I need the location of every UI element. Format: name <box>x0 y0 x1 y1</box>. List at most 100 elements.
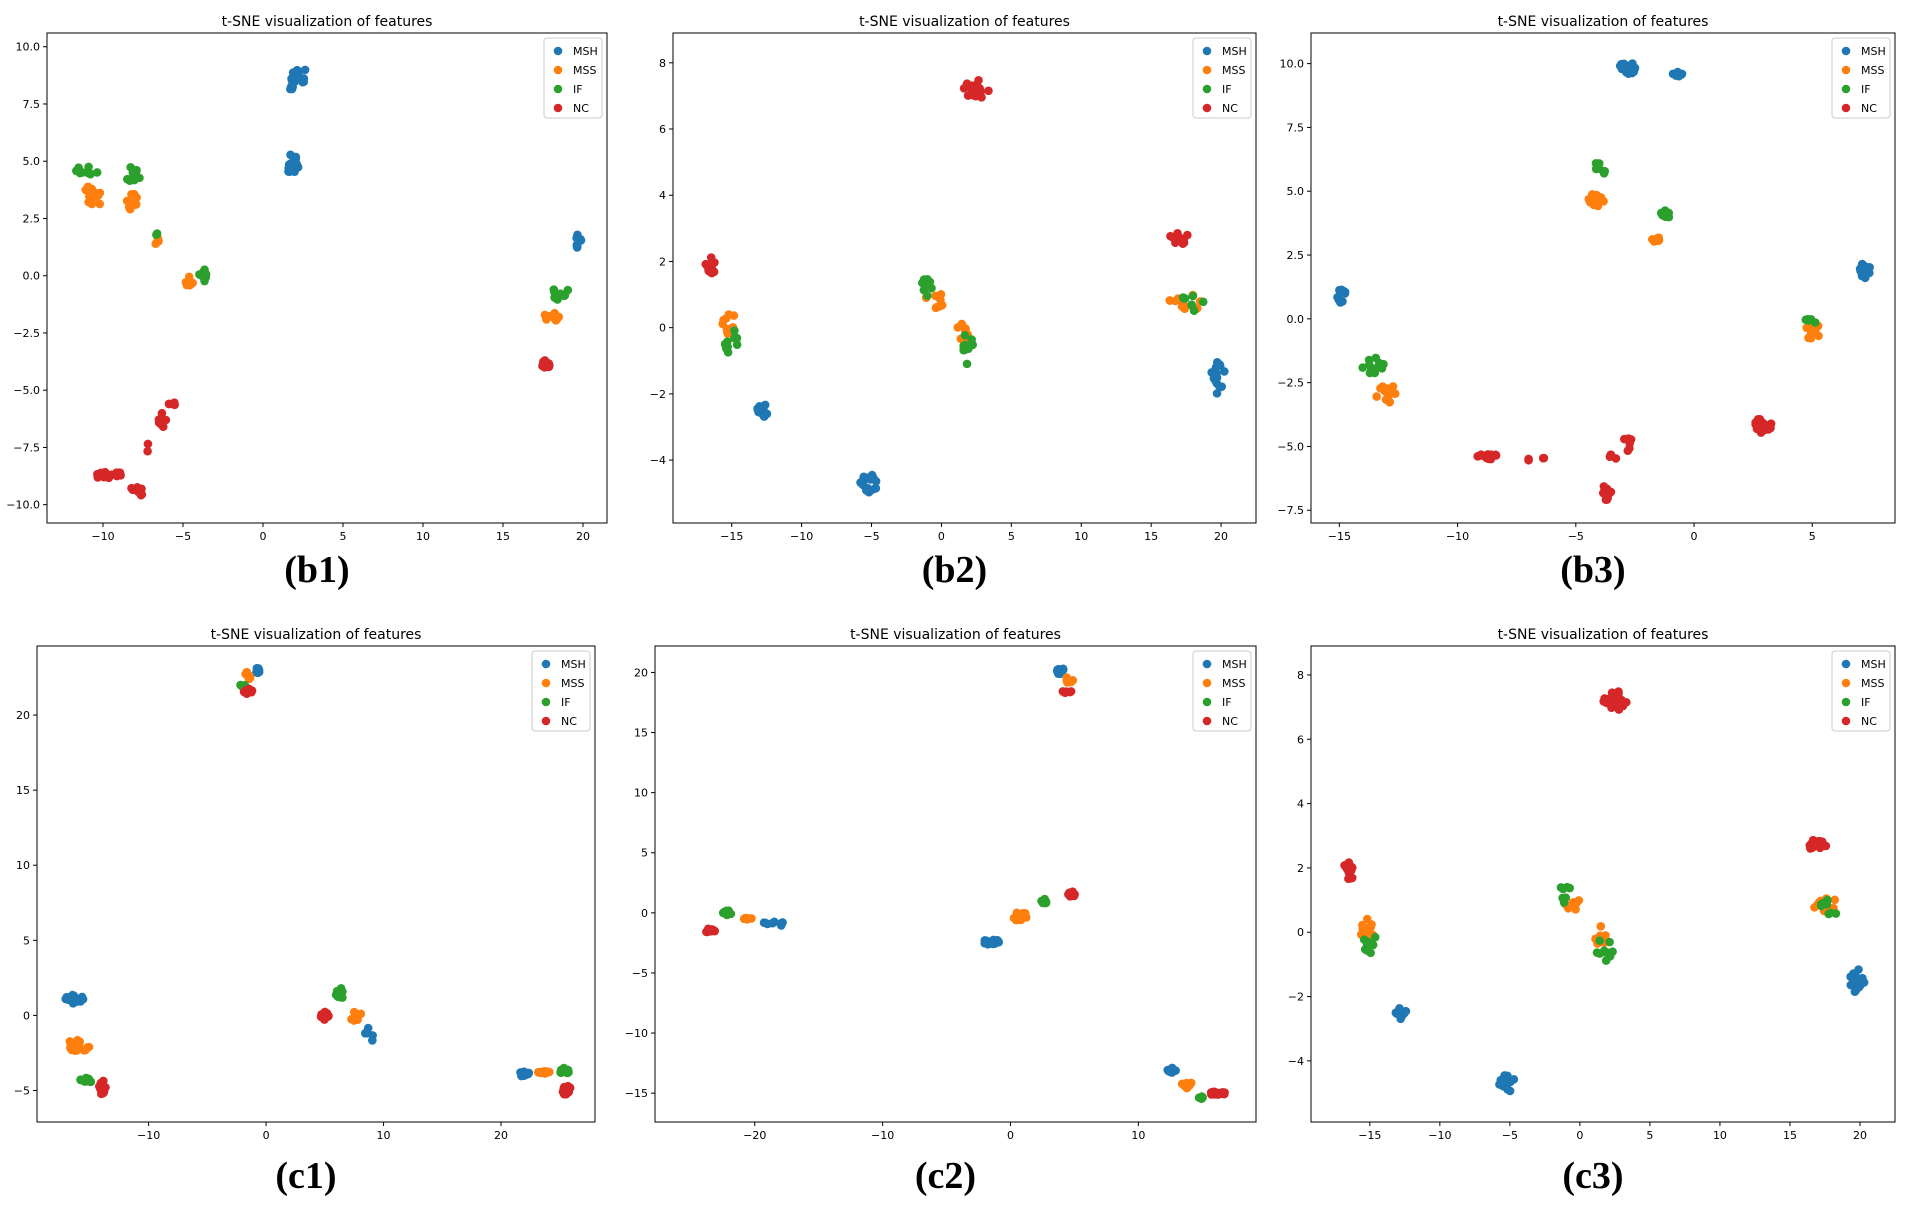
point-mss <box>151 239 161 248</box>
point-mss <box>245 673 255 682</box>
y-tick-label: 5.0 <box>23 155 41 168</box>
point-nc <box>100 467 110 477</box>
plot-panel-c1: t-SNE visualization of features −10 0 10 20 −… <box>14 627 596 1197</box>
y-tick-label: 10.0 <box>16 41 41 54</box>
x-tick-label: −15 <box>1328 530 1351 543</box>
point-nc <box>544 362 554 372</box>
point-if <box>84 162 93 172</box>
y-tick-label: 6 <box>1297 733 1304 746</box>
point-nc <box>1476 450 1486 459</box>
scatter-points <box>61 664 575 1099</box>
legend-label-if: IF <box>1861 83 1871 96</box>
x-tick-label: 15 <box>496 530 510 543</box>
axes-frame <box>1310 645 1896 1123</box>
scatter-points <box>72 65 586 500</box>
y-tick-label: 2 <box>659 255 666 268</box>
point-msh <box>1215 382 1224 392</box>
point-msh <box>65 993 74 1002</box>
point-if <box>125 176 135 186</box>
plot-title: t-SNE visualization of features <box>859 14 1070 30</box>
point-nc <box>1610 700 1619 709</box>
point-if <box>962 359 972 369</box>
point-nc <box>1766 419 1776 428</box>
y-tick-label: −10.0 <box>6 499 40 512</box>
y-tick-label: −2.5 <box>13 327 40 340</box>
point-msh <box>368 1036 377 1045</box>
point-nc <box>710 258 719 267</box>
point-nc <box>1814 837 1823 846</box>
y-tick-label: 5.0 <box>1287 185 1305 198</box>
x-tick-label: 15 <box>1783 1129 1797 1142</box>
point-mss <box>1585 198 1595 207</box>
point-if <box>1601 956 1611 965</box>
point-msh <box>1850 987 1860 997</box>
point-if <box>927 283 936 293</box>
point-if <box>1824 909 1833 919</box>
x-tick-label: 10 <box>1713 1129 1727 1142</box>
legend-box <box>1831 37 1891 119</box>
point-nc <box>1753 414 1763 424</box>
axes-frame <box>672 32 1257 524</box>
point-mss <box>1571 905 1580 914</box>
legend-label-msh: MSH <box>573 45 598 58</box>
x-tick-label: −10 <box>871 1129 894 1142</box>
y-tick-label: −2 <box>650 388 666 401</box>
point-mss <box>1362 914 1372 924</box>
panel-caption-c1: (c1) <box>275 1155 336 1197</box>
point-msh <box>287 84 297 94</box>
axes-frame <box>654 645 1257 1123</box>
point-mss <box>87 199 97 209</box>
legend-label-if: IF <box>1222 696 1232 709</box>
point-if <box>726 909 736 919</box>
point-nc <box>1166 231 1175 241</box>
legend-marker-nc <box>1841 103 1851 113</box>
y-tick-label: 4 <box>1297 798 1304 811</box>
scatter-points <box>1333 59 1874 505</box>
point-msh <box>1053 667 1062 676</box>
point-if <box>1379 359 1388 369</box>
point-nc <box>966 83 975 92</box>
point-msh <box>871 476 881 486</box>
x-tick-label: −5 <box>175 530 191 543</box>
legend-label-mss: MSS <box>561 677 584 690</box>
x-tick-label: −20 <box>743 1129 766 1142</box>
point-nc <box>1606 450 1616 459</box>
point-mss <box>1366 923 1376 932</box>
point-nc <box>1065 687 1075 697</box>
legend-marker-if <box>1841 84 1851 94</box>
legend-label-mss: MSS <box>1222 677 1245 690</box>
point-nc <box>1624 434 1633 443</box>
plot-title: t-SNE visualization of features <box>1498 14 1709 30</box>
legend-marker-mss <box>541 678 551 688</box>
point-msh <box>300 65 310 75</box>
legend-box <box>1192 37 1252 119</box>
legend-marker-if <box>541 697 551 707</box>
y-tick-label: 20 <box>634 666 648 679</box>
point-mss <box>1592 190 1601 200</box>
point-mss <box>550 308 559 318</box>
point-if <box>92 168 102 177</box>
point-mss <box>1358 924 1368 933</box>
y-tick-label: 7.5 <box>1287 121 1305 134</box>
point-mss <box>130 196 140 205</box>
point-mss <box>937 300 947 310</box>
x-tick-label: 5 <box>1008 530 1015 543</box>
point-nc <box>1219 1089 1229 1099</box>
point-msh <box>1503 1084 1512 1094</box>
x-tick-label: 0 <box>1691 530 1698 543</box>
point-mss <box>70 1039 79 1048</box>
legend: MSH MSS IF NC <box>531 650 591 732</box>
legend-label-msh: MSH <box>1861 658 1886 671</box>
point-nc <box>143 439 153 449</box>
point-nc <box>1808 843 1817 853</box>
point-if <box>75 168 85 178</box>
point-nc <box>1173 228 1182 238</box>
point-mss <box>742 914 752 923</box>
point-msh <box>864 487 874 497</box>
point-msh <box>286 150 295 160</box>
point-mss <box>353 1015 362 1024</box>
point-if <box>730 326 739 336</box>
x-tick-label: 20 <box>1214 530 1228 543</box>
point-if <box>960 331 970 340</box>
x-tick-label: 20 <box>1853 1129 1867 1142</box>
